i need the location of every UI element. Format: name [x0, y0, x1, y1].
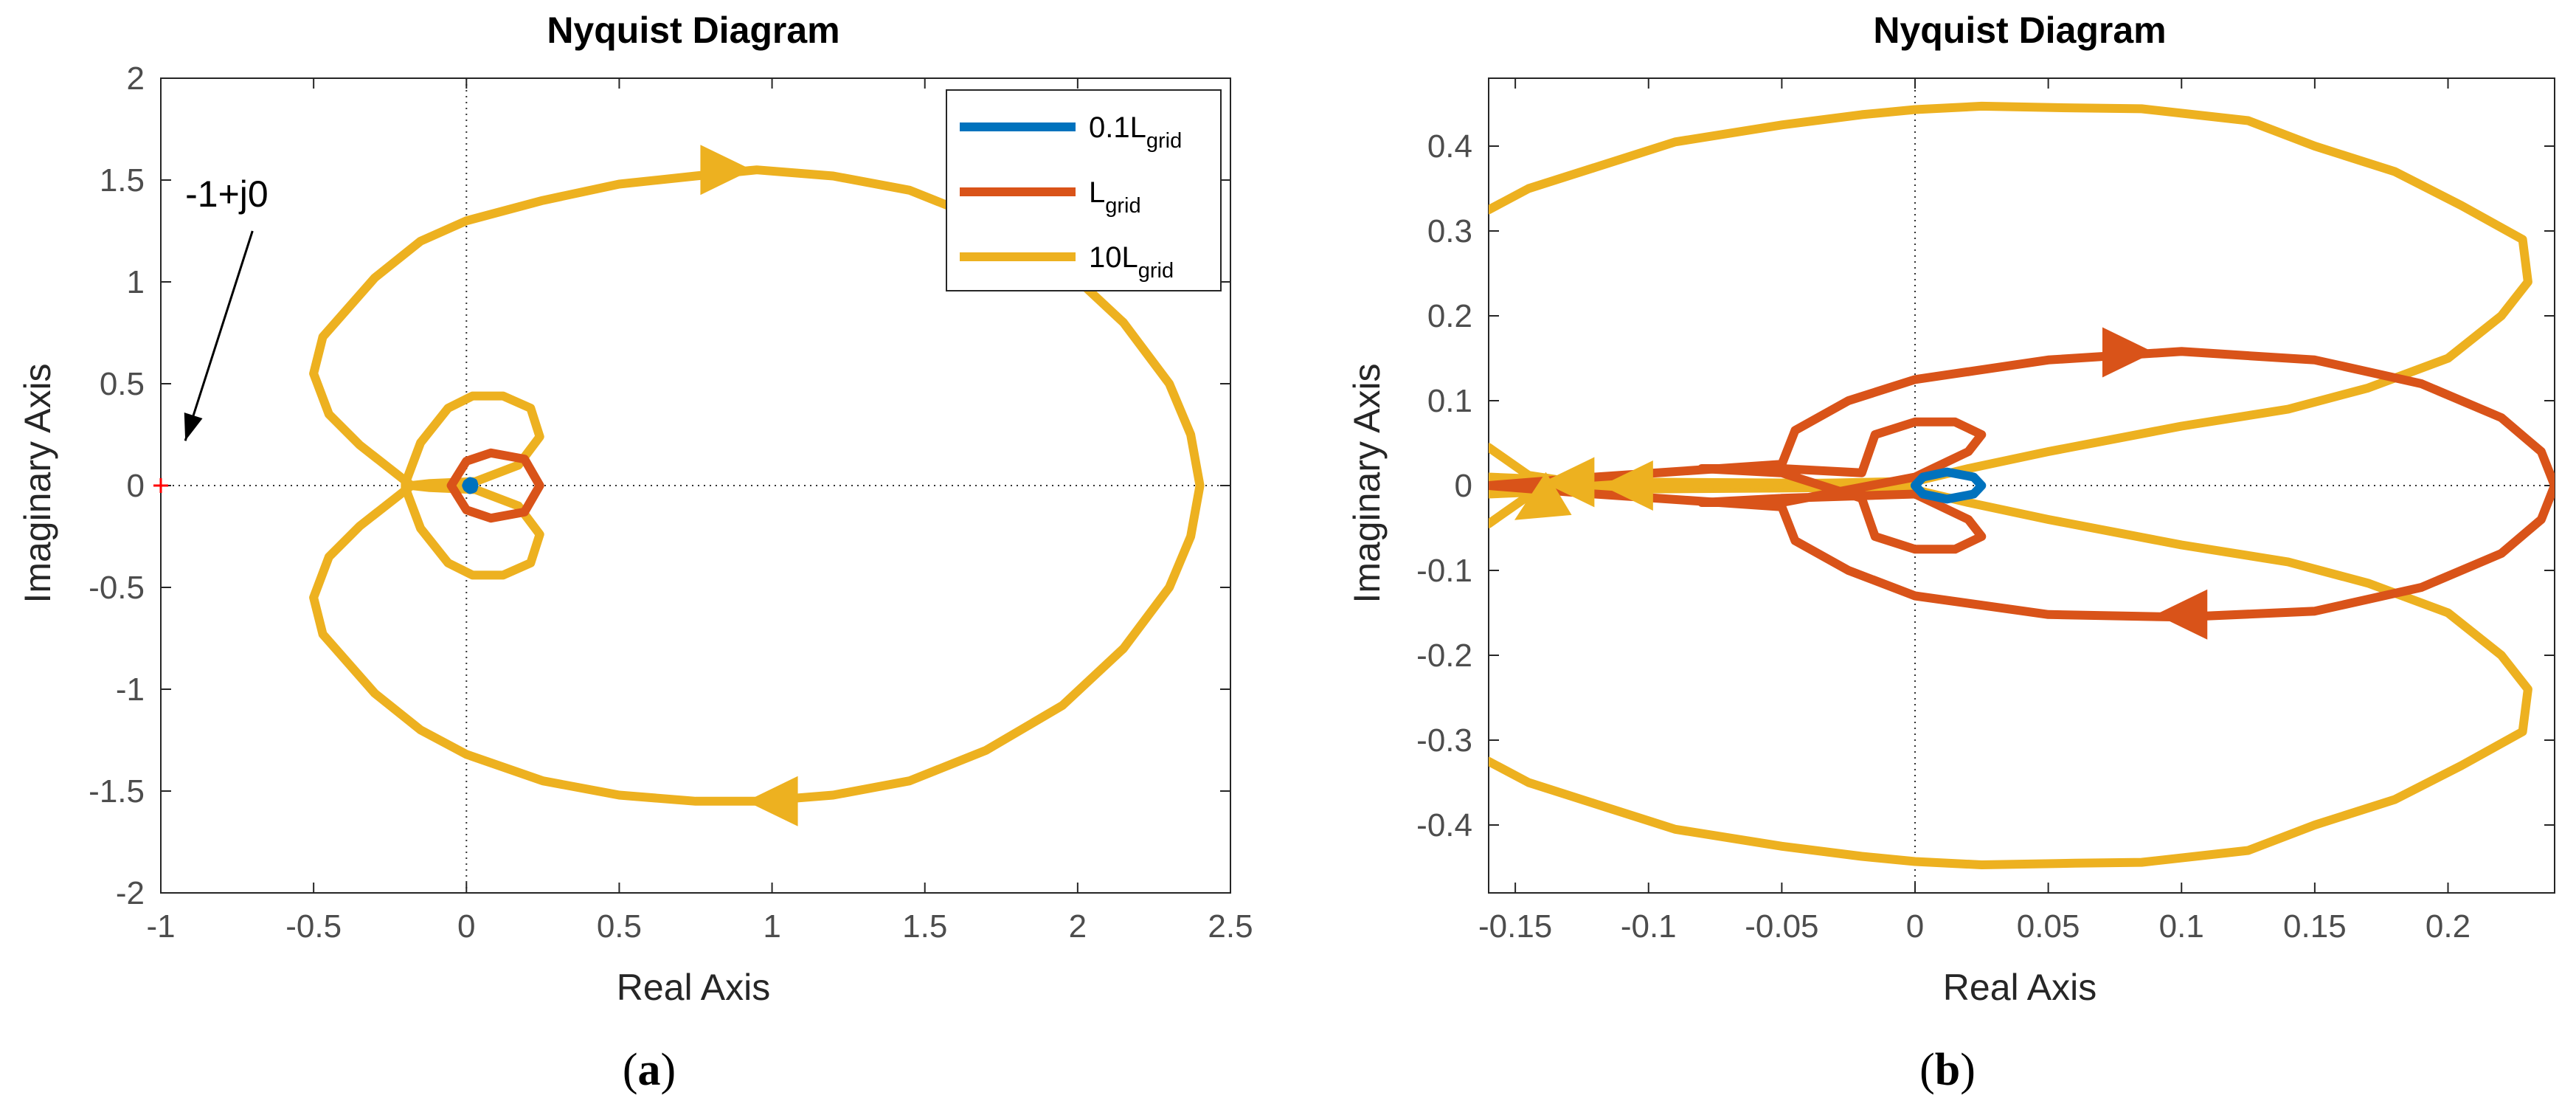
chart-a-xlabel: Real Axis [617, 967, 770, 1008]
direction-arrow [1514, 472, 1572, 520]
x-tick-label: 2 [1069, 908, 1087, 945]
curves-a [309, 145, 1205, 826]
y-tick-label: 1 [127, 264, 145, 300]
x-tick-label: -0.15 [1478, 908, 1552, 945]
x-tick-label: -0.1 [1621, 908, 1677, 945]
direction-arrow [2102, 327, 2154, 378]
annotation-label: -1+j0 [185, 173, 269, 215]
y-tick-label: 0.4 [1427, 128, 1472, 165]
annotation-arrowhead [184, 412, 203, 441]
chart-b-ylabel: Imaginary Axis [1346, 363, 1388, 603]
panel-label-a: (a) [623, 1045, 676, 1095]
y-tick-label: -1 [116, 672, 145, 708]
chart-b-xlabel: Real Axis [1943, 967, 2097, 1008]
chart-a-ylabel: Imaginary Axis [17, 363, 58, 603]
panel-label-b: (b) [1919, 1045, 1976, 1095]
y-tick-label: -0.3 [1416, 722, 1472, 759]
x-tick-label: 1.5 [902, 908, 947, 945]
legend-label: 10Lgrid [1089, 241, 1174, 283]
y-tick-label: 0.5 [100, 366, 145, 402]
x-tick-label: 1 [763, 908, 780, 945]
y-tick-label: 0 [1455, 468, 1472, 504]
chart-a: Nyquist Diagram -1 -0.5 0 0.5 1 1.5 2 2.5 -2 -1.5… [17, 10, 1253, 1095]
series-line [1489, 481, 2532, 869]
series-line [309, 165, 1205, 806]
x-tick-label: -0.5 [285, 908, 342, 945]
series-line [401, 391, 544, 580]
x-tick-label: 0.5 [597, 908, 642, 945]
x-tick-label: 0.1 [2159, 908, 2204, 945]
y-tick-label: 0.3 [1427, 213, 1472, 249]
series-line [462, 477, 479, 494]
y-tick-label: 0.2 [1427, 298, 1472, 334]
y-tick-label: -0.5 [89, 570, 145, 606]
chart-b-title: Nyquist Diagram [1873, 10, 2166, 51]
annotation-arrow [184, 230, 254, 441]
legend-label: Lgrid [1089, 176, 1141, 218]
direction-arrow [1601, 460, 1653, 511]
y-tick-label: 2 [127, 61, 145, 97]
x-tick-label: -0.05 [1745, 908, 1818, 945]
x-tick-label: 0.05 [2017, 908, 2080, 945]
y-tick-label: -0.4 [1416, 807, 1472, 843]
legend: 0.1Lgrid Lgrid 10Lgrid [946, 89, 1222, 291]
y-tick-label: -0.1 [1416, 553, 1472, 589]
direction-arrow [2156, 589, 2208, 640]
x-tick-label: -1 [146, 908, 175, 945]
y-tick-label: 0.1 [1427, 383, 1472, 419]
series-line [1697, 417, 1987, 554]
y-tick-label: -2 [116, 875, 145, 911]
x-tick-label: 0 [1906, 908, 1924, 945]
series-line [1911, 467, 1987, 504]
series-line [446, 448, 544, 523]
chart-b: Nyquist Diagram -0.15 -0.1 -0.05 0 0.05 0.1 0.… [1346, 10, 2555, 1095]
x-tick-label: 0 [457, 908, 475, 945]
y-tick-label: -0.2 [1416, 638, 1472, 674]
direction-arrow [700, 145, 752, 196]
y-tick-label: 1.5 [100, 162, 145, 199]
direction-arrow [1543, 457, 1595, 508]
chart-a-title: Nyquist Diagram [547, 10, 839, 51]
x-tick-label: 0.2 [2426, 908, 2471, 945]
y-tick-label: 0 [127, 468, 145, 504]
x-tick-label: 0.15 [2283, 908, 2347, 945]
legend-label: 0.1Lgrid [1089, 111, 1182, 153]
curves-b [1489, 101, 2555, 869]
x-tick-label: 2.5 [1208, 908, 1253, 945]
y-tick-label: -1.5 [89, 773, 145, 810]
direction-arrow [746, 776, 798, 826]
